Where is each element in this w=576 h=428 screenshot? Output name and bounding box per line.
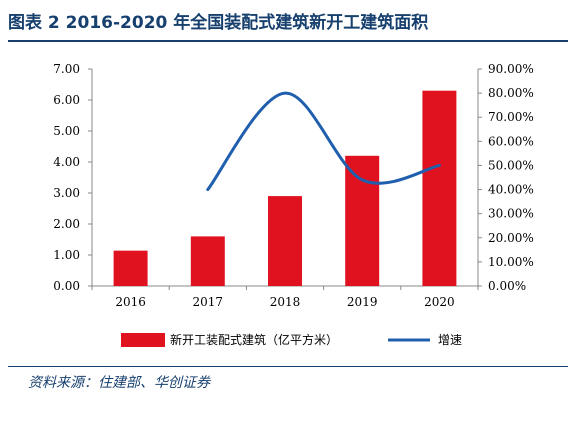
title-divider xyxy=(8,40,568,42)
y-right-tick-label: 30.00% xyxy=(488,207,534,221)
legend-bar-swatch xyxy=(121,333,165,347)
y-right-tick-label: 70.00% xyxy=(488,110,534,124)
y-right-tick-label: 20.00% xyxy=(488,231,534,245)
y-left-tick-label: 5.00 xyxy=(53,124,80,138)
legend-bar-label: 新开工装配式建筑（亿平方米） xyxy=(170,332,338,347)
x-tick-label: 2020 xyxy=(424,295,455,309)
y-right-tick-label: 90.00% xyxy=(488,62,534,76)
y-right-tick-label: 0.00% xyxy=(488,279,526,293)
bar xyxy=(190,236,225,286)
legend-line-label: 增速 xyxy=(438,333,462,347)
y-right-tick-label: 10.00% xyxy=(488,255,534,269)
x-tick-label: 2018 xyxy=(270,295,301,309)
x-tick-label: 2019 xyxy=(347,295,378,309)
y-left-tick-label: 7.00 xyxy=(53,62,80,76)
y-left-tick-label: 3.00 xyxy=(53,186,80,200)
source-divider xyxy=(8,366,568,367)
y-right-tick-label: 40.00% xyxy=(488,183,534,197)
y-right-tick-label: 50.00% xyxy=(488,158,534,172)
y-left-tick-label: 6.00 xyxy=(53,93,80,107)
y-left-tick-label: 4.00 xyxy=(53,155,80,169)
bar xyxy=(345,155,380,286)
y-right-tick-label: 60.00% xyxy=(488,134,534,148)
x-tick-label: 2016 xyxy=(115,295,146,309)
bar xyxy=(113,250,148,286)
y-left-tick-label: 2.00 xyxy=(53,217,80,231)
chart: 0.00 1.00 2.00 3.00 4.00 5.00 6.00 7.00 0.00% 10.… xyxy=(53,62,534,347)
source-note: 资料来源：住建部、华创证券 xyxy=(28,375,210,391)
bar xyxy=(268,196,302,286)
chart-title: 图表 2 2016-2020 年全国装配式建筑新开工建筑面积 xyxy=(8,13,429,33)
y-right-tick-label: 80.00% xyxy=(488,86,534,100)
growth-line xyxy=(206,91,441,192)
y-left-tick-label: 0.00 xyxy=(53,279,80,293)
x-tick-label: 2017 xyxy=(193,295,224,309)
y-left-tick-label: 1.00 xyxy=(53,248,80,262)
bar xyxy=(422,90,457,286)
